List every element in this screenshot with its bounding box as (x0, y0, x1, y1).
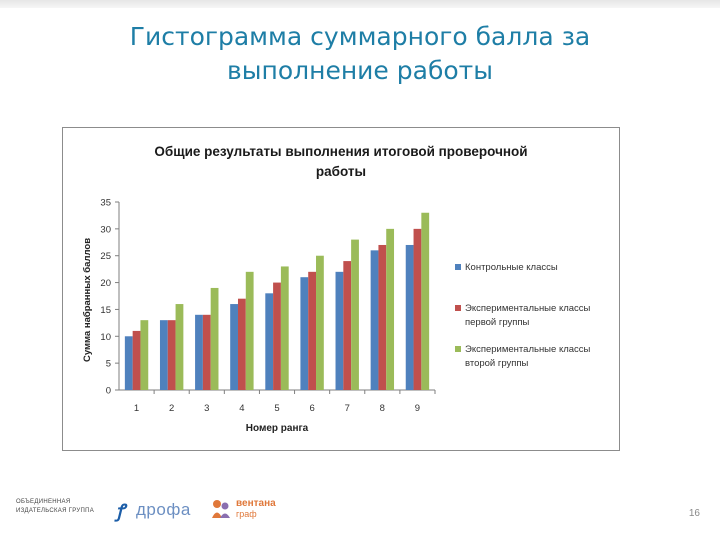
bar-3-4 (245, 271, 254, 390)
bar-1-4 (230, 304, 238, 390)
y-tick-label: 10 (100, 332, 111, 343)
bar-2-1 (132, 330, 141, 390)
bar-1-8 (370, 250, 379, 390)
legend-label: Экспериментальные классы (465, 303, 591, 314)
x-tick-label: 9 (415, 403, 420, 414)
bar-1-5 (265, 293, 274, 390)
x-tick-label: 6 (309, 403, 314, 414)
page-number: 16 (688, 508, 700, 519)
slide-title-line-1: Гистограмма суммарного балла за (129, 22, 591, 51)
x-tick-label: 8 (380, 403, 385, 414)
y-tick-label: 0 (106, 386, 111, 397)
x-tick-label: 5 (274, 403, 279, 414)
slide-top-bar (0, 0, 720, 8)
bar-2-4 (237, 298, 246, 390)
bar-2-6 (308, 271, 317, 390)
bar-3-7 (351, 239, 359, 390)
bar-2-2 (167, 320, 176, 390)
legend-swatch (455, 305, 461, 311)
bar-3-6 (316, 255, 324, 390)
bar-1-3 (195, 314, 203, 390)
legend-label: Контрольные классы (465, 262, 558, 273)
ventana-figure-icon (212, 500, 230, 518)
bar-1-6 (300, 277, 309, 390)
bar-3-3 (210, 287, 219, 390)
legend-swatch (455, 264, 461, 270)
bar-3-1 (140, 320, 149, 390)
chart-frame: Общие результаты выполнения итоговой про… (62, 127, 620, 451)
x-tick-label: 1 (134, 403, 139, 414)
footer-logos: ОБЪЕДИНЕННАЯ ИЗДАТЕЛЬСКАЯ ГРУППА ꝭ дрофа… (14, 494, 314, 526)
bar-2-5 (273, 282, 281, 390)
y-tick-label: 35 (100, 198, 111, 209)
ventana-logo: вентана граф (210, 496, 300, 524)
publisher-group-text: ОБЪЕДИНЕННАЯ ИЗДАТЕЛЬСКАЯ ГРУППА (16, 499, 95, 514)
slide-title: Гистограмма суммарного балла за выполнен… (60, 20, 660, 88)
ventana-logo-subtext: граф (236, 509, 257, 519)
y-axis-label: Сумма набранных баллов (82, 238, 93, 362)
y-tick-label: 30 (100, 224, 111, 235)
y-tick-label: 15 (100, 305, 111, 316)
slide-title-line-2: выполнение работы (227, 56, 493, 85)
bar-1-1 (124, 336, 133, 390)
drofa-bird-icon: ꝭ (116, 501, 125, 522)
bar-1-9 (405, 244, 414, 390)
chart-title-line: Общие результаты выполнения итоговой про… (154, 144, 527, 159)
bar-3-5 (280, 266, 289, 390)
x-tick-label: 4 (239, 403, 244, 414)
bar-2-3 (202, 314, 211, 390)
chart-title-line: работы (316, 164, 366, 179)
drofa-logo-text: дрофа (136, 500, 191, 519)
bar-3-8 (386, 228, 395, 390)
legend-swatch (455, 346, 461, 352)
ventana-logo-text: вентана (236, 498, 276, 509)
bar-2-7 (343, 261, 352, 390)
x-tick-label: 2 (169, 403, 174, 414)
bar-2-9 (413, 228, 422, 390)
x-tick-label: 3 (204, 403, 209, 414)
y-tick-label: 25 (100, 251, 111, 262)
bar-1-2 (159, 320, 168, 390)
y-tick-label: 5 (106, 359, 111, 370)
x-axis-label: Номер ранга (246, 423, 309, 434)
y-tick-label: 20 (100, 278, 111, 289)
legend-label: второй группы (465, 358, 529, 369)
x-tick-label: 7 (345, 403, 350, 414)
bar-chart: Общие результаты выполнения итоговой про… (82, 144, 591, 434)
bar-3-2 (175, 304, 184, 390)
legend-label: Экспериментальные классы (465, 344, 591, 355)
bar-3-9 (421, 212, 430, 390)
legend-label: первой группы (465, 317, 530, 328)
bar-2-8 (378, 244, 387, 390)
bar-1-7 (335, 271, 344, 390)
